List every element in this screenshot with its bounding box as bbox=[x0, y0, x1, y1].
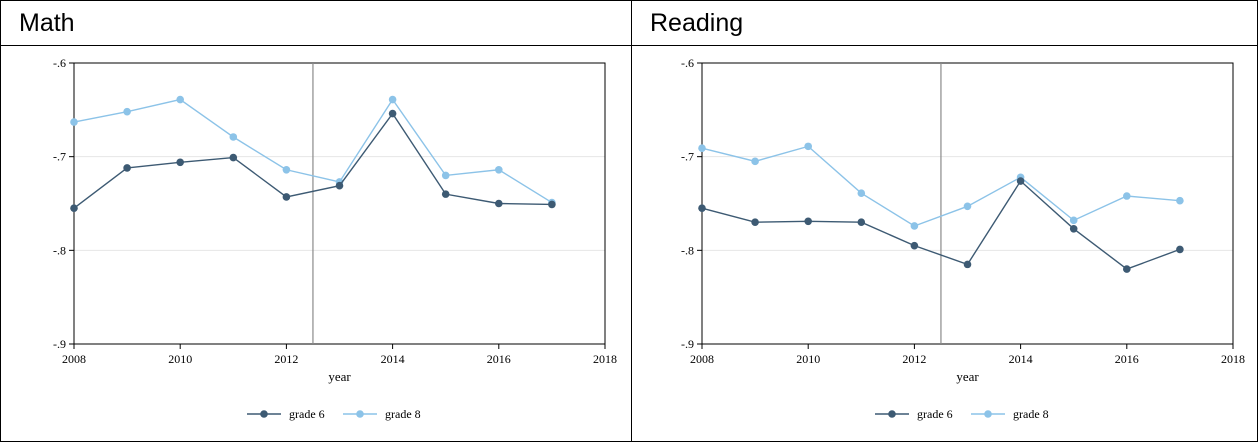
data-point bbox=[441, 171, 450, 180]
data-point bbox=[176, 158, 184, 167]
data-point bbox=[70, 118, 78, 126]
x-tick-label: 2014 bbox=[381, 352, 405, 366]
data-point bbox=[963, 202, 972, 211]
data-point bbox=[1123, 192, 1131, 200]
data-point bbox=[698, 204, 706, 212]
x-tick-label: 2008 bbox=[690, 352, 714, 366]
legend-marker bbox=[260, 410, 268, 418]
math-panel-title: Math bbox=[19, 9, 75, 37]
data-point bbox=[698, 144, 706, 153]
data-point bbox=[70, 204, 78, 212]
legend-marker bbox=[356, 410, 364, 418]
reading-panel-title: Reading bbox=[650, 9, 744, 37]
series-line bbox=[73, 98, 553, 204]
legend-marker bbox=[888, 410, 896, 418]
x-tick-label: 2014 bbox=[1009, 352, 1033, 366]
y-tick-label: -.7 bbox=[681, 150, 694, 164]
x-tick-label: 2016 bbox=[487, 352, 511, 366]
data-point bbox=[335, 181, 344, 190]
reading-chart-cell: -.6 -.7 -.8 -.9 2008 2010 2012 2014 2016 2018 year… bbox=[632, 46, 1257, 441]
y-tick-label: -.6 bbox=[53, 56, 66, 70]
data-point bbox=[1176, 245, 1184, 254]
legend-marker bbox=[984, 410, 992, 418]
y-tick-label: -.8 bbox=[53, 243, 66, 257]
x-tick-label: 2018 bbox=[593, 352, 617, 366]
y-tick-label: -.8 bbox=[681, 243, 694, 257]
data-point bbox=[857, 218, 866, 227]
data-point bbox=[963, 260, 972, 269]
data-point bbox=[441, 190, 450, 198]
data-point bbox=[282, 193, 291, 201]
header-row: Math Reading bbox=[1, 1, 1257, 46]
math-header-cell: Math bbox=[1, 1, 632, 45]
data-point bbox=[388, 109, 397, 118]
data-point bbox=[229, 133, 238, 141]
data-point bbox=[388, 95, 397, 104]
legend-label: grade 6 bbox=[289, 407, 325, 421]
data-point bbox=[123, 164, 131, 172]
x-tick-label: 2010 bbox=[796, 352, 820, 366]
data-point bbox=[804, 217, 812, 226]
legend-label: grade 8 bbox=[385, 407, 421, 421]
y-tick-label: -.9 bbox=[681, 337, 694, 351]
plot-frame bbox=[73, 62, 606, 345]
y-tick-label: -.9 bbox=[53, 337, 66, 351]
data-point bbox=[548, 200, 556, 209]
legend-label: grade 6 bbox=[917, 407, 953, 421]
data-point bbox=[495, 165, 503, 174]
data-point bbox=[495, 199, 503, 208]
data-point bbox=[910, 222, 919, 230]
x-tick-label: 2012 bbox=[274, 352, 298, 366]
x-axis-title: year bbox=[328, 369, 351, 384]
y-tick-label: -.6 bbox=[681, 56, 694, 70]
plot-frame bbox=[701, 62, 1234, 345]
data-point bbox=[1176, 196, 1184, 205]
data-point bbox=[176, 95, 184, 104]
x-tick-label: 2010 bbox=[168, 352, 192, 366]
series-line bbox=[701, 145, 1180, 227]
data-point bbox=[751, 218, 759, 227]
data-point bbox=[229, 153, 238, 162]
data-point bbox=[804, 142, 812, 151]
reading-header-cell: Reading bbox=[632, 1, 1257, 45]
math-chart-cell: -.6 -.7 -.8 -.9 2008 2010 2012 2014 2016 2018 year… bbox=[1, 46, 632, 441]
data-point bbox=[1069, 216, 1078, 225]
data-point bbox=[282, 165, 291, 174]
data-point bbox=[1069, 224, 1078, 233]
data-point bbox=[1123, 265, 1131, 273]
x-tick-label: 2012 bbox=[902, 352, 926, 366]
data-point bbox=[123, 107, 131, 116]
data-point bbox=[1016, 177, 1025, 185]
x-tick-label: 2008 bbox=[62, 352, 86, 366]
series-line bbox=[701, 179, 1181, 270]
x-axis-title: year bbox=[956, 369, 979, 384]
x-tick-label: 2016 bbox=[1115, 352, 1139, 366]
data-point bbox=[857, 189, 866, 197]
data-point bbox=[910, 241, 919, 250]
x-tick-label: 2018 bbox=[1221, 352, 1245, 366]
data-point bbox=[751, 157, 759, 166]
legend-label: grade 8 bbox=[1013, 407, 1049, 421]
series-line bbox=[73, 112, 552, 209]
chart-row: -.6 -.7 -.8 -.9 2008 2010 2012 2014 2016 2018 year… bbox=[1, 46, 1257, 441]
y-tick-label: -.7 bbox=[53, 150, 66, 164]
